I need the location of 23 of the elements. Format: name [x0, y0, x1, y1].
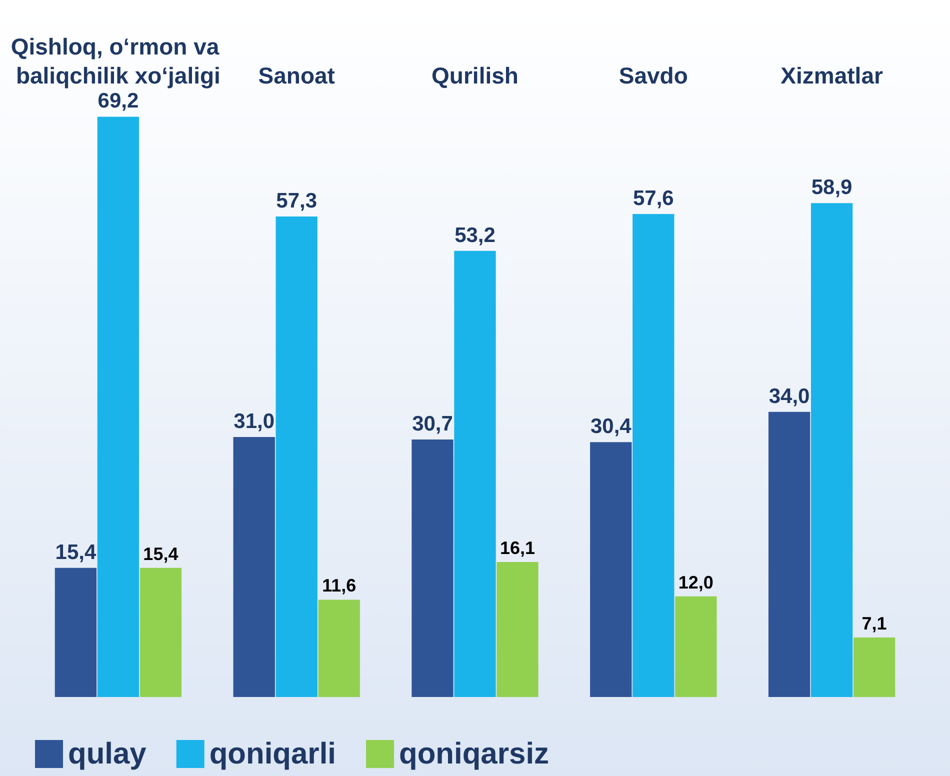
- data-label: 69,2: [98, 90, 139, 113]
- data-label: 57,6: [632, 186, 674, 210]
- legend-label: qulay: [68, 738, 147, 770]
- data-label: 31,0: [234, 410, 275, 434]
- data-label: 11,6: [322, 576, 356, 596]
- x-tick-label: Qishloq, o‘rmon va baliqchilik xo‘jaligi: [10, 34, 226, 88]
- x-tick-label: Savdo: [618, 62, 688, 88]
- data-label: 57,3: [276, 190, 318, 212]
- x-tick-label: Xizmatlar: [780, 62, 883, 88]
- data-label: 12,0: [678, 572, 714, 592]
- data-label: 7,1: [862, 613, 887, 634]
- data-label: 30,4: [590, 415, 632, 438]
- x-tick-label: Qurilish: [432, 62, 518, 88]
- data-label: 15,4: [143, 544, 178, 564]
- data-label: 15,4: [55, 540, 96, 564]
- x-tick-label: Sanoat: [258, 62, 336, 88]
- legend-label: qoniqarli: [209, 738, 336, 770]
- data-label: 34,0: [768, 384, 810, 408]
- legend-label: qoniqarsiz: [399, 738, 550, 770]
- data-label: 53,2: [454, 224, 496, 247]
- data-label: 58,9: [811, 176, 852, 200]
- data-label: 30,7: [412, 412, 453, 436]
- data-label: 16,1: [500, 538, 536, 558]
